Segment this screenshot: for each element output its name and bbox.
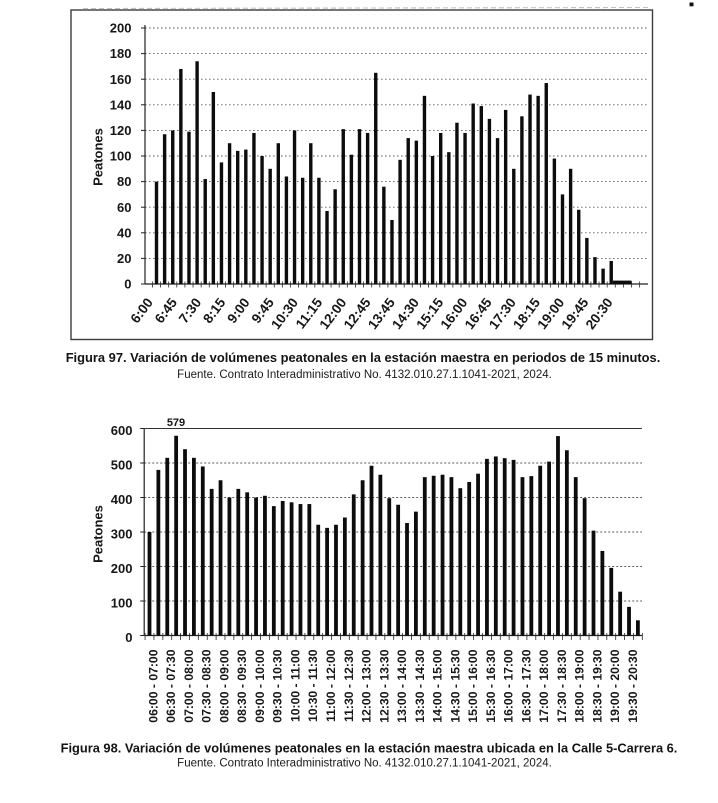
svg-text:06:30 - 07:30: 06:30 - 07:30 <box>164 649 178 722</box>
svg-text:100: 100 <box>110 149 132 164</box>
svg-text:7:30: 7:30 <box>176 295 204 326</box>
svg-text:06:00 - 07:00: 06:00 - 07:00 <box>146 649 160 722</box>
svg-text:Fuente. Contrato Interadminist: Fuente. Contrato Interadministrativo No.… <box>177 758 552 770</box>
svg-text:20: 20 <box>117 251 131 266</box>
svg-text:19:30 - 20:30: 19:30 - 20:30 <box>626 649 640 722</box>
svg-text:40: 40 <box>117 225 131 240</box>
svg-text:11:30 - 12:30: 11:30 - 12:30 <box>342 649 356 722</box>
svg-text:09:00 - 10:00: 09:00 - 10:00 <box>253 649 267 722</box>
svg-text:160: 160 <box>110 72 132 87</box>
svg-text:14:00 - 15:00: 14:00 - 15:00 <box>431 649 445 722</box>
svg-text:07:30 - 08:30: 07:30 - 08:30 <box>200 649 214 722</box>
svg-text:0: 0 <box>125 630 132 645</box>
svg-text:19:00 - 20:00: 19:00 - 20:00 <box>608 649 622 722</box>
svg-text:15:30 - 16:30: 15:30 - 16:30 <box>484 649 498 722</box>
svg-text:10:00 - 11:00: 10:00 - 11:00 <box>288 649 302 722</box>
svg-text:14:30 - 15:30: 14:30 - 15:30 <box>448 649 462 722</box>
svg-text:11:00 - 12:00: 11:00 - 12:00 <box>324 649 338 722</box>
svg-text:16:30 - 17:30: 16:30 - 17:30 <box>519 649 533 722</box>
svg-text:18:00 - 19:00: 18:00 - 19:00 <box>573 649 587 722</box>
svg-text:17:00 - 18:00: 17:00 - 18:00 <box>537 649 551 722</box>
svg-text:60: 60 <box>117 200 131 215</box>
svg-text:Peatones: Peatones <box>91 505 106 563</box>
svg-text:Fuente. Contrato Interadminist: Fuente. Contrato Interadministrativo No.… <box>177 369 552 381</box>
svg-text:10:30: 10:30 <box>268 295 301 332</box>
svg-text:13:30 - 14:30: 13:30 - 14:30 <box>413 649 427 722</box>
svg-text:12:00 - 13:00: 12:00 - 13:00 <box>360 649 374 722</box>
svg-text:20:30: 20:30 <box>583 295 616 332</box>
svg-text:13:00 - 14:00: 13:00 - 14:00 <box>395 649 409 722</box>
svg-text:15:00 - 16:00: 15:00 - 16:00 <box>466 649 480 722</box>
svg-text:09:30 - 10:30: 09:30 - 10:30 <box>271 649 285 722</box>
svg-text:08:00 - 09:00: 08:00 - 09:00 <box>217 649 231 722</box>
svg-text:100: 100 <box>111 596 133 611</box>
svg-text:400: 400 <box>111 492 133 507</box>
svg-text:80: 80 <box>117 174 131 189</box>
svg-text:180: 180 <box>110 46 132 61</box>
svg-text:6:45: 6:45 <box>152 295 181 326</box>
svg-text:0: 0 <box>124 277 131 292</box>
svg-text:200: 200 <box>111 561 133 576</box>
svg-text:17:30 - 18:30: 17:30 - 18:30 <box>555 649 569 722</box>
svg-text:600: 600 <box>111 423 133 438</box>
svg-text:8:15: 8:15 <box>200 295 229 326</box>
svg-text:16:00 - 17:00: 16:00 - 17:00 <box>502 649 516 722</box>
svg-text:08:30 - 09:30: 08:30 - 09:30 <box>235 649 249 722</box>
svg-text:18:30 - 19:30: 18:30 - 19:30 <box>590 649 604 722</box>
svg-text:Peatones: Peatones <box>91 128 106 186</box>
svg-text:Figura 98. Variación de volúme: Figura 98. Variación de volúmenes peaton… <box>61 741 678 756</box>
svg-text:500: 500 <box>111 458 133 473</box>
svg-text:Figura 97. Variación de volúme: Figura 97. Variación de volúmenes peaton… <box>66 350 661 365</box>
svg-text:200: 200 <box>110 21 132 36</box>
svg-text:579: 579 <box>167 417 185 429</box>
svg-text:12:30 - 13:30: 12:30 - 13:30 <box>377 649 391 722</box>
svg-text:9:00: 9:00 <box>224 295 252 326</box>
svg-text:140: 140 <box>110 97 132 112</box>
svg-text:120: 120 <box>110 123 132 138</box>
svg-text:300: 300 <box>111 527 133 542</box>
svg-text:07:00 - 08:00: 07:00 - 08:00 <box>182 649 196 722</box>
svg-text:10:30 - 11:30: 10:30 - 11:30 <box>306 649 320 722</box>
svg-text:6:00: 6:00 <box>128 295 156 326</box>
